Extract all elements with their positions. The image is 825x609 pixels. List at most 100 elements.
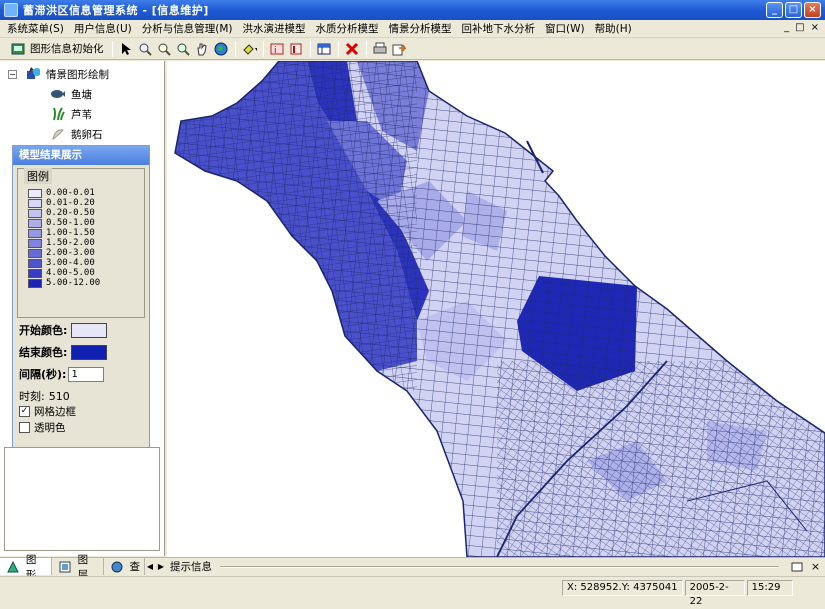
info-icon[interactable]: i [270,41,285,56]
start-color-picker[interactable] [71,322,108,338]
end-color-picker[interactable] [71,344,108,360]
tree-item-label: 鱼塘 [71,88,92,101]
toolbar: 图形信息初始化 i [0,38,825,60]
menu-groundwater[interactable]: 回补地下水分析 [461,23,536,35]
time-row: 时刻: 510 [19,388,70,404]
fill-icon[interactable] [242,41,257,56]
tree-root-label: 情景图形绘制 [46,68,109,81]
map-view[interactable] [167,61,825,557]
legend-label: 1.00-1.50 [46,227,95,238]
legend-label: 0.01-0.20 [46,197,95,208]
print-icon[interactable] [373,41,388,56]
graphics-init-label: 图形信息初始化 [30,43,104,55]
delete-icon[interactable] [345,41,360,56]
zoom-in-icon[interactable] [138,41,153,56]
reed-icon [50,107,65,122]
check-icon: ✓ [19,406,30,417]
legend-label: 4.00-5.00 [46,267,95,278]
status-bar: X: 528952.Y: 4375041 2005-2-22 15:29 [0,576,825,607]
legend-item: 1.00-1.50 [28,228,100,238]
menu-scenario[interactable]: 情景分析模型 [388,23,452,35]
tab-graphics[interactable]: 图形 [0,554,52,581]
hint-label: 提示信息 [170,561,212,573]
legend-swatch [28,248,42,258]
menu-system[interactable]: 系统菜单(S) [7,23,64,35]
graphics-init-button[interactable]: 图形信息初始化 [4,39,108,58]
legend-label: 1.50-2.00 [46,237,95,248]
panel-title: 模型结果展示 [13,146,149,165]
legend-item: 4.00-5.00 [28,268,100,278]
menu-help[interactable]: 帮助(H) [594,23,632,35]
end-color-row: 结束颜色: [19,344,108,360]
legend-swatch [28,198,42,208]
tab-label: 图形 [25,553,37,581]
model-result-panel: 模型结果展示 图例 0.00-0.01 0.01-0.20 0.20-0.50 0.5… [12,145,150,507]
pan-icon[interactable] [195,41,210,56]
legend-item: 2.00-3.00 [28,248,100,258]
maximize-button[interactable]: □ [785,2,802,18]
start-color-label: 开始颜色: [19,324,68,337]
menu-window[interactable]: 窗口(W) [545,23,585,35]
hint-divider [220,565,779,568]
status-coords: X: 528952.Y: 4375041 [562,579,683,596]
zoom-extent-icon[interactable] [176,41,191,56]
left-tabs: 图形 图层 查 ◀ ▶ [0,554,166,581]
info-box [4,447,160,551]
dock-icon[interactable] [789,559,804,574]
legend-swatch [28,208,42,218]
legend-label: 5.00-12.00 [46,277,101,288]
collapse-icon[interactable]: − [8,69,17,79]
time-value: 510 [48,389,70,403]
legend-label: 0.50-1.00 [46,217,95,228]
table-icon[interactable] [317,41,332,56]
status-time: 15:29 [746,579,793,596]
tree-item-fishpond[interactable]: 鱼塘 [8,84,165,104]
tab-scroll-left-icon[interactable]: ◀ [146,561,154,571]
export-icon[interactable] [392,41,407,56]
checkbox-empty [19,422,30,433]
app-icon [4,3,18,17]
tab-scroll-right-icon[interactable]: ▶ [157,561,165,571]
close-button[interactable]: × [804,2,821,18]
zoom-out-icon[interactable] [157,41,172,56]
fish-icon [50,87,65,102]
mdi-restore-button[interactable]: □ [795,22,805,33]
minimize-button[interactable]: _ [766,2,783,18]
mdi-close-button[interactable]: × [810,22,819,33]
legend-swatch [28,278,42,288]
left-pane: − 情景图形绘制 鱼塘 芦苇 鹅卵石 模型结果展示 图例 0.00-0.01 0.… [0,61,165,556]
hint-bar: 提示信息 × [166,557,825,575]
tree-item-label: 鹅卵石 [71,128,103,141]
tab-label: 查 [129,561,141,573]
arrow-icon[interactable] [119,41,134,56]
mdi-minimize-button[interactable]: _ [784,22,790,33]
status-blank [2,580,560,596]
title-bar: 蓄滞洪区信息管理系统 - [信息维护] _ □ × [0,0,825,20]
tree-root[interactable]: − 情景图形绘制 [8,64,165,84]
interval-input[interactable]: 1 [68,366,105,382]
globe-icon[interactable] [214,41,229,56]
transparent-checkbox[interactable]: 透明色 [19,420,66,435]
menu-analysis[interactable]: 分析与信息管理(M) [141,23,233,35]
legend-label: 0.00-0.01 [46,187,95,198]
hint-close-icon[interactable]: × [810,560,821,573]
window-title: 蓄滞洪区信息管理系统 - [信息维护] [23,4,209,17]
grid-border-label: 网格边框 [34,406,76,418]
tree-item-pebble[interactable]: 鹅卵石 [8,124,165,144]
tab-layers[interactable]: 图层 [52,554,104,581]
legend-item: 3.00-4.00 [28,258,100,268]
menu-flood-model[interactable]: 洪水演进模型 [242,23,306,35]
tree-item-reed[interactable]: 芦苇 [8,104,165,124]
identify-icon[interactable] [289,41,304,56]
grid-border-checkbox[interactable]: ✓ 网格边框 [19,404,76,419]
legend-group: 图例 0.00-0.01 0.01-0.20 0.20-0.50 0.50-1.00 1… [17,168,145,318]
menu-user-info[interactable]: 用户信息(U) [73,23,132,35]
legend-swatch [28,218,42,228]
legend-item: 1.50-2.00 [28,238,100,248]
legend-item: 0.50-1.00 [28,218,100,228]
flood-mesh-map[interactable] [167,61,825,557]
tab-label: 图层 [77,553,89,581]
tab-query[interactable]: 查 [104,558,145,575]
menu-water-quality[interactable]: 水质分析模型 [315,23,379,35]
svg-text:i: i [274,46,277,56]
